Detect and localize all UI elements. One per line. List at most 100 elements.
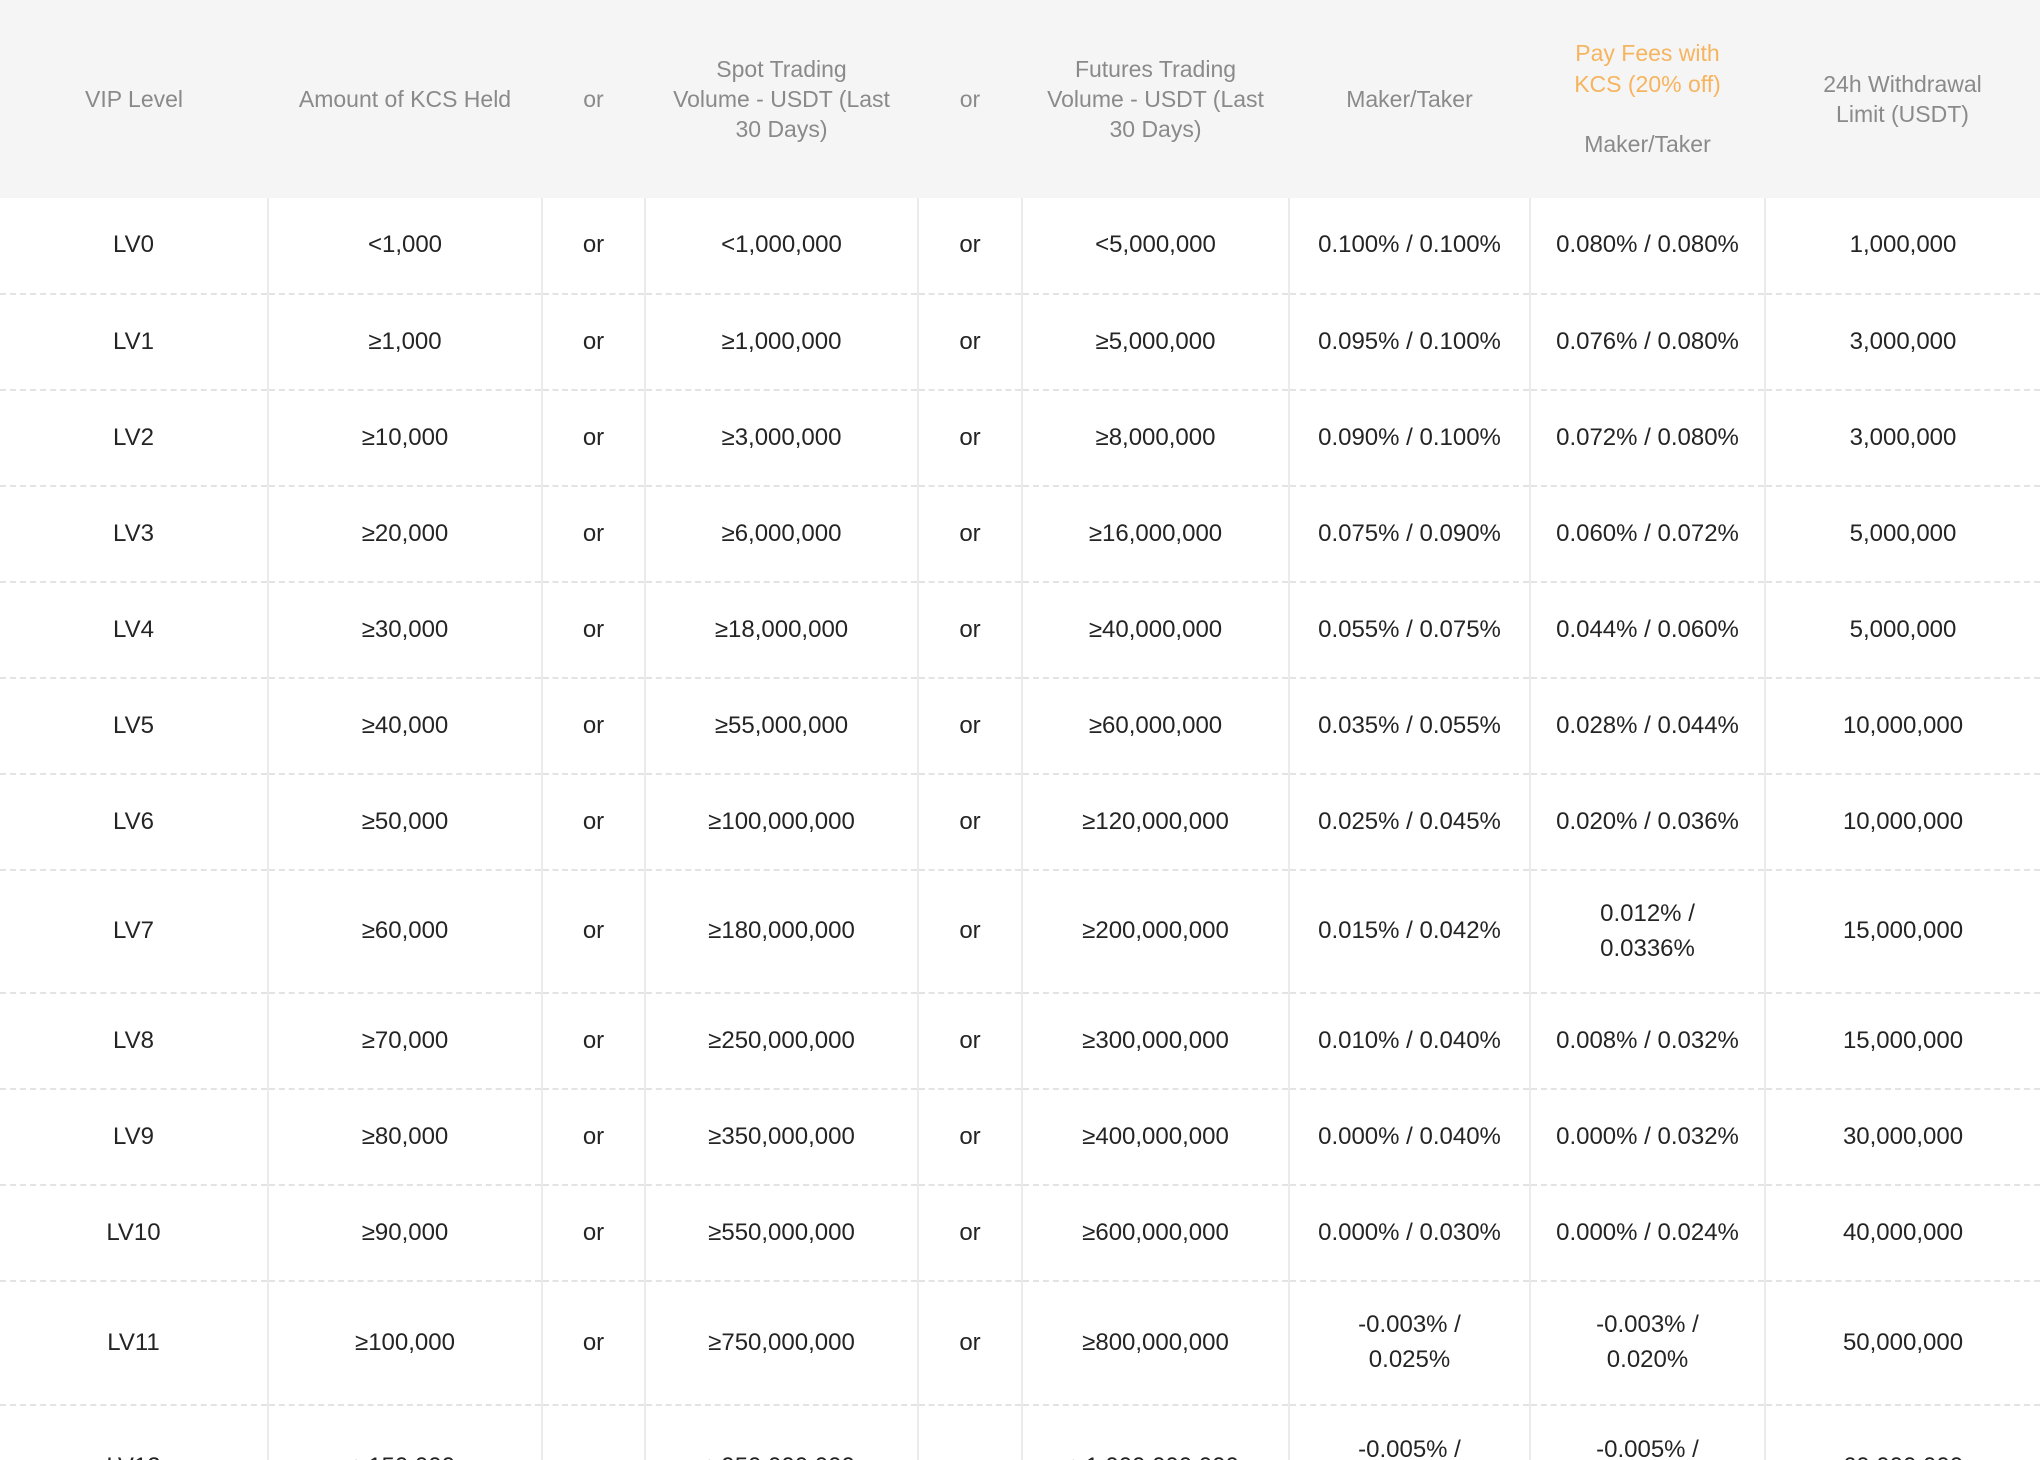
table-row: LV2 ≥10,000 or ≥3,000,000 or ≥8,000,000 …: [0, 390, 2040, 488]
col-header-vip-level: VIP Level: [84, 85, 184, 112]
cell-maker-taker: 0.025% / 0.045%: [1289, 774, 1531, 872]
cell-kcs-fee: 0.000% / 0.024%: [1530, 1185, 1766, 1283]
cell-kcs-fee: 0.020% / 0.036%: [1530, 774, 1766, 872]
kcs-fee-maker-taker-label: Maker/Taker: [1584, 131, 1711, 158]
cell-maker-taker: 0.000% / 0.040%: [1289, 1089, 1531, 1187]
cell-or-1: or: [542, 390, 646, 488]
cell-spot-volume: ≥180,000,000: [645, 870, 919, 995]
col-header-withdrawal-limit: 24h Withdrawal Limit (USDT): [1823, 70, 1982, 128]
cell-or-1: or: [542, 993, 646, 1091]
cell-maker-taker: 0.015% / 0.042%: [1289, 870, 1531, 995]
cell-kcs-fee: -0.005% / 0.020%: [1530, 1405, 1766, 1460]
cell-kcs-held: ≥10,000: [268, 390, 543, 488]
cell-withdrawal-limit: 15,000,000: [1765, 870, 2040, 995]
cell-futures-volume: ≥40,000,000: [1022, 582, 1290, 680]
cell-withdrawal-limit: 60,000,000: [1765, 1405, 2040, 1460]
cell-or-2: or: [918, 198, 1023, 296]
cell-or-2: or: [918, 870, 1023, 995]
cell-spot-volume: ≥1,000,000: [645, 294, 919, 392]
cell-kcs-fee: 0.012% / 0.0336%: [1530, 870, 1766, 995]
cell-futures-volume: ≥120,000,000: [1022, 774, 1290, 872]
cell-kcs-fee: 0.028% / 0.044%: [1530, 678, 1766, 776]
cell-vip-level: LV9: [0, 1089, 269, 1187]
cell-futures-volume: ≥5,000,000: [1022, 294, 1290, 392]
cell-or-1: or: [542, 1405, 646, 1460]
cell-maker-taker: 0.035% / 0.055%: [1289, 678, 1531, 776]
cell-or-1: or: [542, 1089, 646, 1187]
cell-vip-level: LV5: [0, 678, 269, 776]
cell-or-1: or: [542, 486, 646, 584]
cell-vip-level: LV3: [0, 486, 269, 584]
table-row: LV7 ≥60,000 or ≥180,000,000 or ≥200,000,…: [0, 870, 2040, 995]
cell-maker-taker: -0.003% / 0.025%: [1289, 1281, 1531, 1407]
cell-or-1: or: [542, 774, 646, 872]
table-row: LV6 ≥50,000 or ≥100,000,000 or ≥120,000,…: [0, 774, 2040, 872]
cell-vip-level: LV0: [0, 198, 269, 296]
cell-kcs-held: ≥20,000: [268, 486, 543, 584]
cell-kcs-held: ≥150,000: [268, 1405, 543, 1460]
cell-vip-level: LV1: [0, 294, 269, 392]
cell-kcs-fee: -0.003% / 0.020%: [1530, 1281, 1766, 1407]
cell-futures-volume: ≥8,000,000: [1022, 390, 1290, 488]
cell-futures-volume: ≥16,000,000: [1022, 486, 1290, 584]
cell-or-2: or: [918, 678, 1023, 776]
cell-kcs-fee: 0.060% / 0.072%: [1530, 486, 1766, 584]
cell-kcs-held: <1,000: [268, 198, 543, 296]
cell-futures-volume: <5,000,000: [1022, 198, 1290, 296]
cell-withdrawal-limit: 15,000,000: [1765, 993, 2040, 1091]
cell-withdrawal-limit: 5,000,000: [1765, 486, 2040, 584]
cell-futures-volume: ≥600,000,000: [1022, 1185, 1290, 1283]
cell-maker-taker: 0.055% / 0.075%: [1289, 582, 1531, 680]
cell-withdrawal-limit: 50,000,000: [1765, 1281, 2040, 1407]
col-header-kcs-fee: Pay Fees with KCS (20% off) Maker/Taker: [1530, 0, 1765, 198]
cell-futures-volume: ≥1,000,000,000: [1022, 1405, 1290, 1460]
cell-or-2: or: [918, 390, 1023, 488]
cell-or-2: or: [918, 582, 1023, 680]
cell-or-2: or: [918, 1405, 1023, 1460]
cell-vip-level: LV7: [0, 870, 269, 995]
cell-kcs-fee: 0.080% / 0.080%: [1530, 198, 1766, 296]
cell-kcs-held: ≥30,000: [268, 582, 543, 680]
cell-or-1: or: [542, 198, 646, 296]
cell-or-1: or: [542, 1185, 646, 1283]
cell-vip-level: LV12: [0, 1405, 269, 1460]
cell-spot-volume: ≥250,000,000: [645, 993, 919, 1091]
cell-withdrawal-limit: 40,000,000: [1765, 1185, 2040, 1283]
cell-kcs-held: ≥60,000: [268, 870, 543, 995]
cell-futures-volume: ≥200,000,000: [1022, 870, 1290, 995]
cell-maker-taker: 0.010% / 0.040%: [1289, 993, 1531, 1091]
cell-maker-taker: 0.000% / 0.030%: [1289, 1185, 1531, 1283]
cell-spot-volume: ≥350,000,000: [645, 1089, 919, 1187]
cell-or-1: or: [542, 582, 646, 680]
col-header-spot-volume: Spot Trading Volume - USDT (Last 30 Days…: [673, 55, 890, 143]
cell-spot-volume: ≥100,000,000: [645, 774, 919, 872]
cell-withdrawal-limit: 10,000,000: [1765, 774, 2040, 872]
cell-maker-taker: 0.095% / 0.100%: [1289, 294, 1531, 392]
cell-or-1: or: [542, 870, 646, 995]
cell-or-2: or: [918, 774, 1023, 872]
table-row: LV8 ≥70,000 or ≥250,000,000 or ≥300,000,…: [0, 993, 2040, 1091]
cell-kcs-fee: 0.076% / 0.080%: [1530, 294, 1766, 392]
col-header-or-1: or: [583, 85, 604, 112]
cell-kcs-held: ≥90,000: [268, 1185, 543, 1283]
cell-kcs-fee: 0.044% / 0.060%: [1530, 582, 1766, 680]
table-row: LV11 ≥100,000 or ≥750,000,000 or ≥800,00…: [0, 1281, 2040, 1407]
cell-futures-volume: ≥800,000,000: [1022, 1281, 1290, 1407]
col-header-maker-taker: Maker/Taker: [1346, 85, 1473, 112]
cell-kcs-fee: 0.072% / 0.080%: [1530, 390, 1766, 488]
cell-maker-taker: -0.005% / 0.025%: [1289, 1405, 1531, 1460]
cell-or-2: or: [918, 993, 1023, 1091]
cell-vip-level: LV2: [0, 390, 269, 488]
table-row: LV3 ≥20,000 or ≥6,000,000 or ≥16,000,000…: [0, 486, 2040, 584]
cell-withdrawal-limit: 30,000,000: [1765, 1089, 2040, 1187]
cell-maker-taker: 0.090% / 0.100%: [1289, 390, 1531, 488]
table-row: LV9 ≥80,000 or ≥350,000,000 or ≥400,000,…: [0, 1089, 2040, 1187]
cell-kcs-held: ≥80,000: [268, 1089, 543, 1187]
cell-spot-volume: ≥3,000,000: [645, 390, 919, 488]
cell-futures-volume: ≥300,000,000: [1022, 993, 1290, 1091]
cell-or-2: or: [918, 486, 1023, 584]
table-row: LV4 ≥30,000 or ≥18,000,000 or ≥40,000,00…: [0, 582, 2040, 680]
header-row: VIP Level Amount of KCS Held or Spot Tra…: [0, 0, 2040, 199]
cell-spot-volume: ≥550,000,000: [645, 1185, 919, 1283]
